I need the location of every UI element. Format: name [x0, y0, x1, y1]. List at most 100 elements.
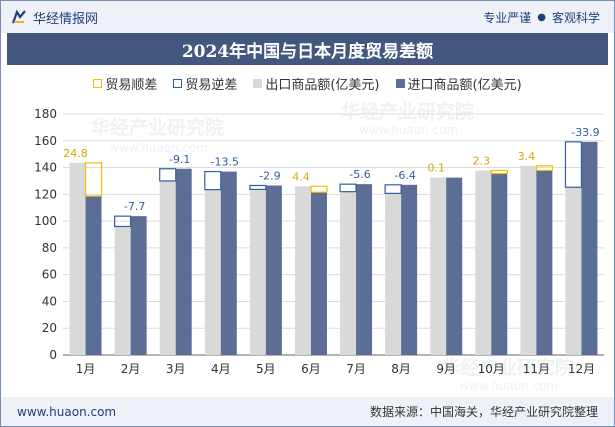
y-tick-label: 120	[34, 187, 57, 201]
bar-export	[385, 193, 402, 355]
x-tick-label: 10月	[478, 362, 505, 376]
x-tick-label: 7月	[346, 362, 366, 376]
huajing-logo-icon	[11, 9, 26, 24]
balance-box-deficit	[564, 141, 583, 188]
bar-export	[69, 162, 86, 355]
bar-import	[356, 184, 373, 355]
bar-export	[475, 170, 492, 355]
balance-box-surplus	[535, 165, 553, 171]
bar-import	[401, 184, 418, 355]
balance-label: 0.1	[427, 161, 445, 174]
balance-label: -9.1	[169, 153, 190, 166]
watermark-url: www.huaon.com	[459, 379, 559, 393]
x-tick-label: 3月	[166, 362, 186, 376]
y-tick-label: 60	[42, 268, 57, 282]
legend-swatch-deficit	[173, 78, 183, 88]
balance-box-surplus	[490, 169, 508, 175]
legend-swatch-import	[395, 78, 405, 88]
tagline-separator-icon: ●	[537, 11, 546, 23]
bar-import	[491, 173, 508, 355]
x-tick-label: 4月	[211, 362, 231, 376]
bar-export	[294, 186, 311, 355]
balance-box-deficit	[249, 184, 267, 190]
x-tick-label: 5月	[256, 362, 276, 376]
y-tick-label: 100	[34, 214, 57, 228]
chart-title: 2024年中国与日本月度贸易差额	[181, 41, 434, 62]
brand-name[interactable]: 华经情报网	[33, 11, 99, 27]
balance-label: 4.4	[292, 170, 310, 183]
y-tick-label: 180	[34, 107, 57, 121]
bar-export	[159, 180, 176, 355]
legend-swatch-export	[253, 78, 263, 88]
balance-box-surplus	[310, 185, 328, 193]
y-tick-label: 80	[42, 241, 57, 255]
balance-box-surplus	[84, 162, 103, 197]
website-link[interactable]: www.huaon.com	[17, 404, 117, 419]
balance-label: 3.4	[518, 150, 536, 163]
y-tick-label: 0	[49, 348, 57, 362]
balance-box-deficit	[339, 183, 357, 193]
bar-export	[565, 187, 582, 355]
legend-label-deficit: 贸易逆差	[185, 77, 238, 93]
x-tick-label: 12月	[568, 362, 595, 376]
balance-box-deficit	[384, 184, 402, 194]
brand: 华经情报网	[11, 8, 98, 27]
x-tick-label: 11月	[523, 362, 550, 376]
legend-label-export: 出口商品额(亿美元)	[265, 77, 380, 93]
watermark-text: 华经产业研究院	[91, 117, 225, 139]
watermark-url: www.huaon.com	[109, 141, 209, 155]
balance-label: -13.5	[211, 156, 239, 169]
bar-import	[581, 141, 598, 355]
legend-label-import: 进口商品额(亿美元)	[407, 77, 522, 93]
bar-import	[446, 177, 463, 355]
top-bar: 华经情报网 专业严谨 ● 客观科学	[1, 1, 614, 33]
balance-label: 24.8	[63, 147, 88, 160]
balance-label: -2.9	[259, 169, 280, 182]
bar-export	[114, 226, 131, 355]
bar-export	[520, 165, 537, 355]
legend-item-deficit[interactable]: 贸易逆差	[173, 74, 237, 93]
tagline-left: 专业严谨	[483, 10, 532, 25]
legend-item-export[interactable]: 出口商品额(亿美元)	[253, 74, 380, 93]
bar-export	[204, 189, 221, 355]
balance-label: -6.4	[394, 169, 415, 182]
balance-label: -5.6	[349, 168, 370, 181]
bar-import	[220, 171, 237, 355]
watermark-url: www.huaon.com	[359, 123, 459, 137]
x-tick-label: 9月	[436, 362, 456, 376]
y-tick-label: 20	[42, 321, 57, 335]
legend-item-import[interactable]: 进口商品额(亿美元)	[395, 74, 522, 93]
bar-export	[249, 189, 266, 355]
y-tick-label: 40	[42, 294, 57, 308]
watermark-text: 华经产业研究院	[341, 101, 475, 123]
bar-chart: 0 20 40 60 80 100 120 140 160 180 24.8 1月 -7.7 2月 -9.1…	[34, 107, 604, 376]
balance-box-deficit	[204, 170, 222, 191]
balance-box-deficit	[159, 168, 177, 182]
x-tick-label: 1月	[76, 362, 96, 376]
balance-label: -33.9	[571, 126, 599, 139]
tagline: 专业严谨 ● 客观科学	[483, 9, 600, 26]
x-tick-label: 8月	[391, 362, 411, 376]
bar-export	[340, 191, 357, 355]
y-tick-label: 160	[34, 134, 57, 148]
watermark-text: 华经产业研究院	[441, 357, 575, 379]
bar-import	[310, 192, 327, 355]
balance-label: 2.3	[473, 155, 491, 168]
legend-item-surplus[interactable]: 贸易顺差	[93, 74, 157, 93]
bar-export	[430, 177, 447, 355]
legend: 贸易顺差 贸易逆差 出口商品额(亿美元) 进口商品额(亿美元)	[1, 73, 614, 93]
title-bar: 2024年中国与日本月度贸易差额	[7, 33, 608, 65]
bar-import	[130, 216, 147, 355]
bar-import	[536, 170, 553, 355]
x-tick-label: 2月	[121, 362, 141, 376]
legend-label-surplus: 贸易顺差	[105, 77, 158, 93]
balance-label: -7.7	[124, 200, 145, 213]
balance-box-deficit	[114, 215, 132, 228]
legend-swatch-surplus	[93, 78, 103, 88]
tagline-right: 客观科学	[551, 10, 600, 25]
data-source: 数据来源：中国海关，华经产业研究院整理	[369, 405, 598, 419]
bar-import	[175, 168, 192, 355]
x-tick-label: 6月	[301, 362, 321, 376]
y-tick-label: 140	[34, 161, 57, 175]
